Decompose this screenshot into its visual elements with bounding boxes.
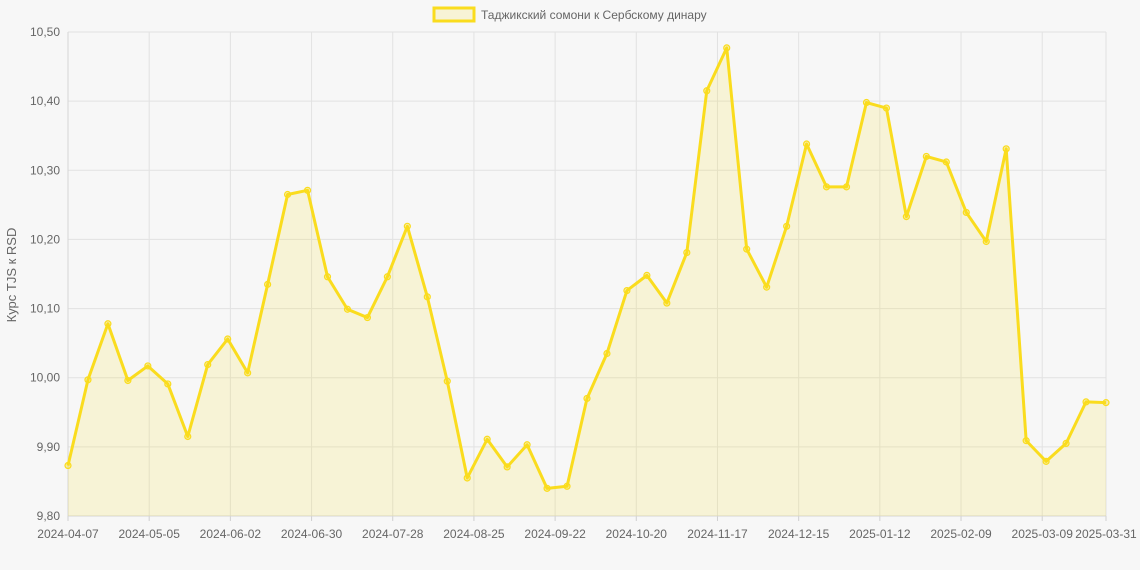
data-point[interactable] <box>1022 437 1030 445</box>
y-tick-label: 10,30 <box>30 163 60 177</box>
data-point[interactable] <box>1102 399 1110 407</box>
x-tick-label: 2024-05-05 <box>118 527 180 541</box>
y-tick-label: 10,10 <box>30 302 60 316</box>
x-tick-label: 2024-12-15 <box>768 527 830 541</box>
data-point[interactable] <box>962 208 970 217</box>
data-point[interactable] <box>144 362 152 370</box>
data-point[interactable] <box>802 140 811 148</box>
data-point[interactable] <box>783 222 791 230</box>
data-point[interactable] <box>503 463 511 471</box>
data-point[interactable] <box>124 376 132 385</box>
x-tick-label: 2025-03-31 <box>1075 527 1137 541</box>
data-point[interactable] <box>583 394 591 403</box>
data-point[interactable] <box>703 87 711 95</box>
data-point[interactable] <box>1002 145 1010 153</box>
data-point[interactable] <box>463 474 471 482</box>
data-point[interactable] <box>283 190 292 199</box>
x-axis-ticks: 2024-04-07 2024-05-05 2024-06-02 2024-06-30… <box>37 527 1137 541</box>
y-axis-label: Курс TJS к RSD <box>4 228 19 323</box>
x-tick-label: 2025-03-09 <box>1012 527 1074 541</box>
data-point[interactable] <box>264 280 272 288</box>
plot-area <box>64 44 1110 517</box>
series-area-1 <box>68 47 1106 517</box>
data-point[interactable] <box>543 484 551 492</box>
data-point[interactable] <box>683 248 691 257</box>
data-point[interactable] <box>303 186 312 194</box>
data-point[interactable] <box>204 360 212 369</box>
x-tick-label: 2024-06-02 <box>200 527 262 541</box>
y-tick-label: 10,00 <box>30 371 60 385</box>
data-point[interactable] <box>1082 398 1090 406</box>
y-tick-label: 10,50 <box>30 25 60 39</box>
data-point[interactable] <box>84 376 92 384</box>
data-point[interactable] <box>882 104 891 112</box>
x-tick-label: 2024-08-25 <box>443 527 505 541</box>
data-point[interactable] <box>563 482 571 490</box>
grid <box>67 31 1107 521</box>
data-point[interactable] <box>723 44 731 52</box>
y-axis-ticks: 9,80 9,90 10,00 10,10 10,20 10,30 10,40 10,50 <box>30 25 60 523</box>
y-tick-label: 10,20 <box>30 232 60 246</box>
series-line-1 <box>66 46 1107 490</box>
x-tick-label: 2024-10-20 <box>606 527 668 541</box>
legend[interactable]: Таджикский сомони к Сербскому динару <box>432 6 707 23</box>
data-point[interactable] <box>743 245 751 253</box>
data-point[interactable] <box>224 335 232 343</box>
data-point[interactable] <box>942 158 950 166</box>
y-tick-label: 9,90 <box>37 440 61 454</box>
data-point[interactable] <box>244 369 252 377</box>
data-point[interactable] <box>423 293 431 301</box>
y-tick-label: 9,80 <box>37 509 61 523</box>
data-point[interactable] <box>763 283 771 291</box>
x-tick-label: 2024-07-28 <box>362 527 424 541</box>
data-point[interactable] <box>383 273 391 281</box>
x-tick-label: 2024-11-17 <box>687 527 748 541</box>
data-point[interactable] <box>643 271 651 279</box>
legend-swatch <box>432 6 476 23</box>
x-tick-label: 2025-01-12 <box>849 527 911 541</box>
data-point[interactable] <box>1042 457 1050 465</box>
data-point[interactable] <box>1062 439 1070 447</box>
legend-label-series-1: Таджикский сомони к Сербскому динару <box>481 8 707 22</box>
data-point[interactable] <box>104 320 112 328</box>
data-point[interactable] <box>822 183 831 191</box>
y-tick-label: 10,40 <box>30 94 60 108</box>
data-point[interactable] <box>403 222 411 230</box>
x-tick-label: 2024-04-07 <box>37 527 99 541</box>
data-point[interactable] <box>902 213 910 221</box>
data-point[interactable] <box>443 377 451 385</box>
data-point[interactable] <box>922 152 930 161</box>
data-point[interactable] <box>184 432 192 441</box>
x-tick-label: 2024-06-30 <box>281 527 343 541</box>
data-point[interactable] <box>623 286 631 295</box>
data-point[interactable] <box>603 349 611 358</box>
data-point[interactable] <box>363 313 372 322</box>
x-tick-label: 2024-09-22 <box>524 527 586 541</box>
data-point[interactable] <box>323 273 332 281</box>
data-point[interactable] <box>343 305 352 313</box>
data-point[interactable] <box>842 183 851 191</box>
data-point[interactable] <box>523 441 531 449</box>
data-point[interactable] <box>64 461 72 470</box>
data-point[interactable] <box>663 299 671 307</box>
data-point[interactable] <box>483 435 491 443</box>
x-tick-label: 2025-02-09 <box>930 527 992 541</box>
data-point[interactable] <box>982 237 990 246</box>
data-point[interactable] <box>862 98 871 107</box>
data-point[interactable] <box>164 380 172 388</box>
